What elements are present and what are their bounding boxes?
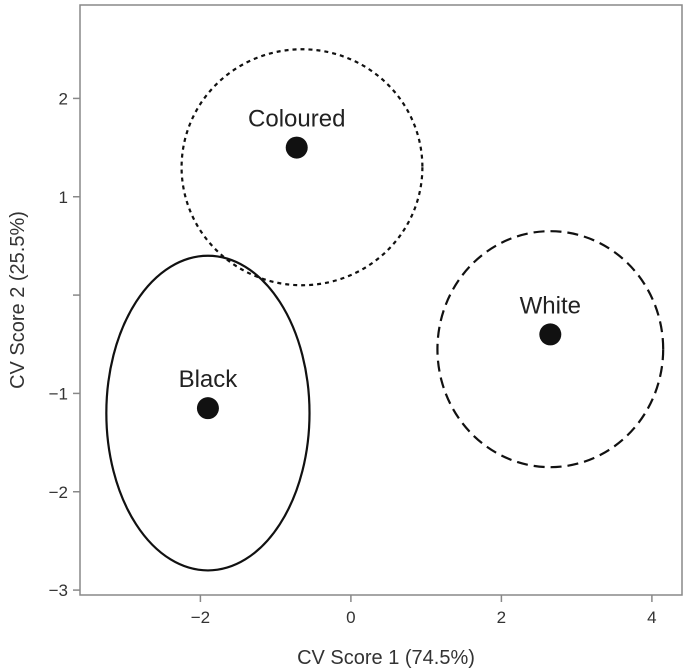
white-centroid-point bbox=[539, 323, 562, 346]
x-axis-title: CV Score 1 (74.5%) bbox=[297, 647, 475, 669]
black-centroid-point bbox=[196, 397, 219, 420]
y-axis: −3 −2 −1 1 2 bbox=[49, 89, 80, 600]
x-tick-label: 4 bbox=[647, 608, 656, 627]
ellipses-layer bbox=[105, 48, 665, 572]
x-axis: −2 0 2 4 bbox=[191, 595, 657, 627]
y-axis-title: CV Score 2 (25.5%) bbox=[7, 211, 29, 389]
plot-frame bbox=[79, 4, 683, 596]
x-tick-label: 2 bbox=[497, 608, 506, 627]
coloured-ellipse bbox=[180, 48, 424, 287]
y-tick-label: −1 bbox=[49, 384, 68, 403]
x-tick-label: −2 bbox=[191, 608, 210, 627]
white-ellipse bbox=[436, 230, 665, 469]
x-tick-label: 0 bbox=[346, 608, 355, 627]
y-tick-label: −3 bbox=[49, 581, 68, 600]
centroids-layer bbox=[196, 136, 562, 420]
group-labels-layer: Coloured White Black bbox=[179, 106, 581, 394]
black-ellipse bbox=[105, 254, 311, 572]
y-tick-label: 1 bbox=[59, 188, 68, 207]
y-tick-label: 2 bbox=[59, 89, 68, 108]
coloured-group-label: Coloured bbox=[248, 106, 345, 133]
white-group-label: White bbox=[520, 292, 581, 319]
black-group-label: Black bbox=[179, 366, 239, 393]
coloured-centroid-point bbox=[285, 136, 308, 159]
y-tick-label: −2 bbox=[49, 483, 68, 502]
